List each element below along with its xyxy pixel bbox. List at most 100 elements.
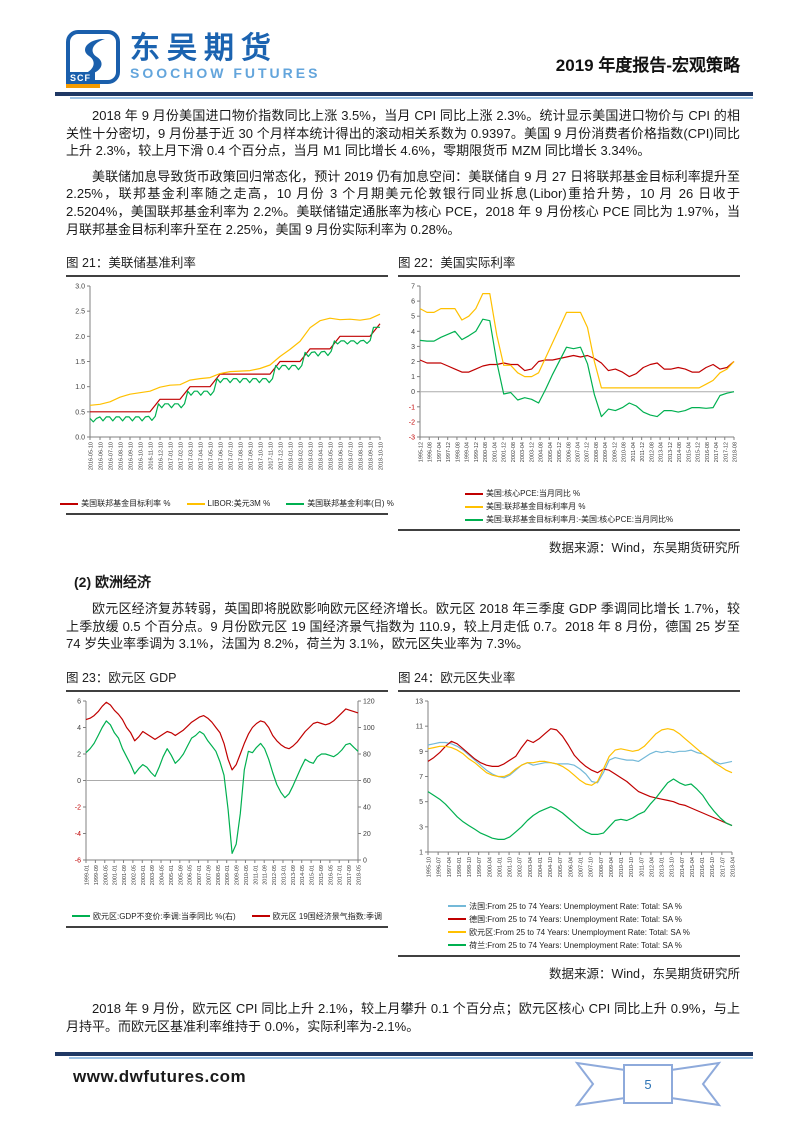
footer-rule [55, 1052, 753, 1056]
svg-text:2015-12: 2015-12 [696, 442, 702, 462]
svg-text:2011-07: 2011-07 [639, 857, 645, 877]
svg-text:6: 6 [411, 299, 415, 306]
legend-item: 法国:From 25 to 74 Years: Unemployment Rat… [448, 901, 690, 912]
svg-text:2001-12: 2001-12 [502, 442, 508, 462]
svg-text:1996-07: 1996-07 [437, 857, 443, 877]
svg-text:2002-07: 2002-07 [518, 857, 524, 877]
svg-text:2007-01: 2007-01 [579, 857, 585, 877]
svg-text:-1: -1 [409, 404, 415, 411]
svg-text:2018-08-10: 2018-08-10 [359, 442, 365, 470]
svg-text:2007-12: 2007-12 [585, 442, 591, 462]
svg-text:1: 1 [411, 374, 415, 381]
svg-text:2013-01: 2013-01 [281, 865, 287, 885]
figure-row-1: 图 21：美联储基准利率 3.0 2.5 2.0 1.5 1.0 0.5 0.0 2016-0… [60, 250, 740, 556]
svg-text:100: 100 [363, 725, 375, 732]
svg-text:1: 1 [419, 849, 423, 856]
svg-text:0: 0 [77, 778, 81, 785]
svg-text:2018-04-10: 2018-04-10 [319, 442, 325, 470]
svg-text:2000-05: 2000-05 [103, 865, 109, 885]
svg-text:2001-09: 2001-09 [122, 865, 128, 885]
svg-text:2009-09: 2009-09 [235, 865, 241, 885]
footer-rule-light [69, 1057, 753, 1059]
figure-22-title: 图 22：美国实际利率 [398, 256, 516, 271]
svg-text:-3: -3 [409, 435, 415, 442]
svg-text:2015-04: 2015-04 [690, 857, 696, 877]
svg-text:4: 4 [411, 329, 415, 336]
svg-text:11: 11 [416, 724, 423, 731]
svg-text:2010-08: 2010-08 [622, 442, 628, 462]
scf-logo-icon: SCF [66, 30, 120, 88]
data-source-1: 数据来源：Wind，东吴期货研究所 [549, 541, 740, 556]
svg-text:2003-04: 2003-04 [528, 857, 534, 877]
svg-text:2018-07-10: 2018-07-10 [349, 442, 355, 470]
figure-21-legend: 美国联邦基金目标利率 % LIBOR:美元3M % 美国联邦基金利率(日) % [60, 498, 394, 509]
svg-text:2016-01: 2016-01 [700, 857, 706, 877]
section-heading-europe: (2) 欧洲经济 [74, 574, 151, 591]
figure-23: 图 23：欧元区 GDP 6 4 2 0 -2 -4 -6 120 100 80 60 40 20 0 19… [66, 665, 388, 928]
svg-text:2015-01: 2015-01 [310, 865, 316, 885]
page-number-ribbon: 5 [574, 1061, 722, 1107]
figure-22-chart: 7 6 5 4 3 2 1 0 -1 -2 -3 1995-12 1996-08 1997-04 1997-… [398, 279, 740, 486]
svg-text:2017-07-10: 2017-07-10 [229, 442, 235, 470]
svg-text:-4: -4 [75, 831, 81, 838]
figure-24-title: 图 24：欧元区失业率 [398, 670, 516, 685]
svg-text:2002-05: 2002-05 [131, 865, 137, 885]
legend-item: 美国:联邦基金目标利率月:-美国:核心PCE:当月同比% [464, 514, 673, 525]
svg-text:2017-12: 2017-12 [723, 442, 729, 462]
legend-item: LIBOR:美元3M % [186, 498, 270, 509]
svg-text:2018-09-10: 2018-09-10 [369, 442, 375, 470]
svg-text:2006-08: 2006-08 [566, 442, 572, 462]
svg-text:2015-04: 2015-04 [686, 442, 692, 462]
svg-text:2017-04-10: 2017-04-10 [199, 442, 205, 470]
svg-text:2014-08: 2014-08 [677, 442, 683, 462]
paragraph-fed-rates: 美联储加息导致货币政策回归常态化，预计 2019 仍有加息空间：美联储自 9 月… [66, 168, 740, 237]
svg-text:2005-07: 2005-07 [558, 857, 564, 877]
svg-text:1996-08: 1996-08 [428, 442, 434, 462]
svg-text:1997-04: 1997-04 [437, 442, 443, 462]
svg-text:2003-12: 2003-12 [529, 442, 535, 462]
svg-text:0.5: 0.5 [75, 409, 85, 416]
figure-23-title: 图 23：欧元区 GDP [66, 670, 177, 685]
logo-chinese-name: 东吴期货 [130, 32, 278, 66]
svg-text:6: 6 [77, 698, 81, 705]
svg-text:2003-01: 2003-01 [141, 865, 147, 885]
svg-text:2017-06-10: 2017-06-10 [219, 442, 225, 470]
figure-23-top-rule [66, 689, 388, 692]
svg-text:1995-10: 1995-10 [427, 857, 433, 877]
svg-text:2017-07: 2017-07 [720, 857, 726, 877]
legend-item: 美国联邦基金利率(日) % [286, 498, 394, 509]
figure-21-title: 图 21：美联储基准利率 [66, 256, 196, 271]
header-rule [55, 92, 753, 96]
svg-text:2010-05: 2010-05 [244, 865, 250, 885]
svg-text:2016-05-10: 2016-05-10 [89, 442, 95, 470]
svg-text:2011-04: 2011-04 [631, 442, 637, 462]
svg-text:2015-09: 2015-09 [319, 865, 325, 885]
website-link[interactable]: www.dwfutures.com [73, 1067, 247, 1086]
svg-text:2007-01: 2007-01 [197, 865, 203, 885]
svg-text:2013-04: 2013-04 [659, 442, 665, 462]
svg-text:2018-04: 2018-04 [731, 857, 737, 877]
svg-text:3: 3 [419, 824, 423, 831]
data-source-2: 数据来源：Wind，东吴期货研究所 [549, 966, 740, 981]
figure-21-top-rule [66, 275, 388, 278]
svg-text:2005-12: 2005-12 [557, 442, 563, 462]
svg-text:2010-10: 2010-10 [629, 857, 635, 877]
svg-text:2006-05: 2006-05 [188, 865, 194, 885]
svg-text:2004-01: 2004-01 [538, 857, 544, 877]
svg-text:2011-01: 2011-01 [253, 865, 259, 885]
figure-22-bottom-rule [398, 529, 740, 532]
svg-text:2018-05: 2018-05 [357, 865, 363, 885]
svg-text:2017-10-10: 2017-10-10 [259, 442, 265, 470]
svg-text:2013-01: 2013-01 [660, 857, 666, 877]
svg-text:2001-01: 2001-01 [497, 857, 503, 877]
svg-text:1999-04: 1999-04 [465, 442, 471, 462]
figure-22-legend: 美国:核心PCE:当月同比 % 美国:联邦基金目标利率月 % 美国:联邦基金目标利率… [464, 488, 673, 525]
svg-text:2012-08: 2012-08 [649, 442, 655, 462]
svg-text:2014-07: 2014-07 [680, 857, 686, 877]
legend-item: 荷兰:From 25 to 74 Years: Unemployment Rat… [448, 940, 690, 951]
svg-text:0: 0 [411, 389, 415, 396]
svg-text:2012-05: 2012-05 [272, 865, 278, 885]
svg-text:1998-08: 1998-08 [455, 442, 461, 462]
svg-text:2.0: 2.0 [75, 334, 85, 341]
page-number: 5 [644, 1077, 651, 1092]
